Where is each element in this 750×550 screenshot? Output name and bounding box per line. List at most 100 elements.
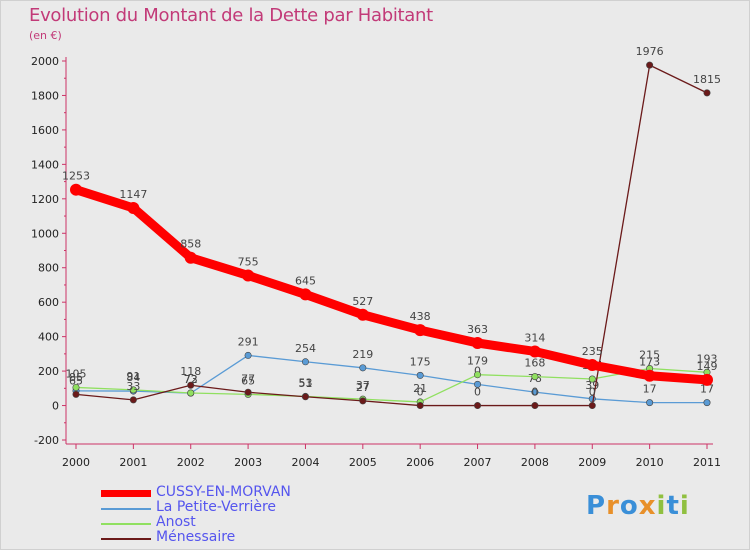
legend-label: Anost	[156, 514, 196, 530]
logo-letter: t	[666, 491, 680, 521]
data-point-2	[588, 375, 596, 383]
x-tick-label: 2005	[349, 456, 377, 469]
data-point-3	[129, 396, 137, 404]
data-point-0	[414, 324, 427, 337]
data-label-3: 0	[474, 386, 481, 399]
x-tick-label: 2011	[693, 456, 721, 469]
x-tick-label: 2010	[636, 456, 664, 469]
y-tick-label: 1000	[31, 227, 59, 240]
data-point-2	[474, 371, 482, 379]
y-tick-label: 1800	[31, 89, 59, 102]
data-label-0: 363	[467, 323, 488, 336]
legend-label: La Petite-Verrière	[156, 499, 277, 515]
y-tick-label: 400	[38, 331, 59, 344]
logo-letter: i	[656, 491, 667, 521]
data-label-3: 1976	[636, 45, 664, 58]
data-label-0: 1253	[62, 170, 90, 183]
chart-title: Evolution du Montant de la Dette par Hab…	[29, 5, 433, 26]
data-label-2: 73	[184, 373, 198, 386]
data-label-2: 91	[126, 370, 140, 383]
logo-letter: i	[679, 491, 690, 521]
data-point-1	[301, 358, 309, 366]
data-label-2: 168	[524, 357, 545, 370]
data-label-3: 1815	[693, 73, 721, 86]
data-point-3	[416, 402, 424, 410]
logo-letter: P	[586, 491, 607, 521]
y-tick-label: 0	[52, 400, 59, 413]
x-tick-label: 2000	[62, 456, 90, 469]
data-label-1: 17	[643, 383, 657, 396]
data-label-0: 755	[238, 255, 259, 268]
data-label-1: 291	[238, 335, 259, 348]
data-point-3	[646, 61, 654, 69]
legend-label: Ménessaire	[156, 529, 236, 545]
data-point-1	[359, 364, 367, 372]
data-label-2: 179	[467, 355, 488, 368]
data-label-1: 219	[352, 348, 373, 361]
data-label-3: 65	[69, 374, 83, 387]
y-tick-label: 200	[38, 365, 59, 378]
series-line-2	[75, 367, 708, 403]
data-point-0	[701, 373, 713, 386]
data-label-2: 105	[66, 367, 87, 380]
x-tick-label: 2008	[521, 456, 549, 469]
y-tick-label: 1200	[31, 193, 59, 206]
data-point-3	[72, 390, 80, 398]
data-point-3	[474, 402, 482, 410]
data-label-0: 1147	[119, 188, 147, 201]
data-point-1	[703, 399, 711, 407]
data-point-3	[588, 402, 596, 410]
y-tick-label: 800	[38, 262, 59, 275]
data-point-0	[471, 337, 484, 350]
data-label-2: 37	[356, 379, 370, 392]
legend-swatch	[101, 490, 151, 497]
data-point-2	[72, 383, 80, 391]
data-label-3: 0	[417, 386, 424, 399]
x-tick-label: 2001	[119, 456, 147, 469]
data-point-0	[184, 251, 197, 264]
logo-letter: r	[606, 491, 620, 521]
data-label-3: 51	[298, 377, 312, 390]
y-tick-label: 2000	[31, 55, 59, 68]
data-point-3	[301, 393, 309, 401]
data-point-1	[474, 380, 482, 388]
data-label-1: 72	[184, 373, 198, 386]
data-label-2: 215	[639, 349, 660, 362]
series-line-3	[75, 64, 708, 407]
data-label-3: 0	[531, 386, 538, 399]
data-point-1	[646, 399, 654, 407]
data-point-3	[531, 402, 539, 410]
y-tick-label: 1600	[31, 124, 59, 137]
data-label-0: 149	[697, 360, 718, 373]
data-label-0: 235	[582, 345, 603, 358]
data-label-1: 84	[126, 371, 140, 384]
data-point-2	[187, 389, 195, 397]
x-tick-label: 2002	[177, 456, 205, 469]
x-tick-label: 2004	[291, 456, 319, 469]
data-point-0	[356, 308, 369, 321]
series-line-1	[75, 354, 708, 404]
x-tick-label: 2003	[234, 456, 262, 469]
data-label-0: 527	[352, 295, 373, 308]
x-tick-label: 2006	[406, 456, 434, 469]
data-label-3: 33	[126, 380, 140, 393]
data-point-3	[187, 381, 195, 389]
logo-letter: x	[638, 491, 657, 521]
data-label-0: 858	[180, 238, 201, 251]
data-label-3: 0	[589, 386, 596, 399]
legend-label: CUSSY-EN-MORVAN	[156, 484, 291, 500]
data-point-2	[129, 386, 137, 394]
data-label-0: 173	[639, 356, 660, 369]
data-point-0	[643, 369, 656, 382]
proxiti-logo: Proxiti	[586, 491, 690, 521]
chart-subtitle: (en €)	[29, 29, 62, 42]
legend-swatch	[101, 508, 151, 510]
data-point-1	[244, 351, 252, 359]
data-point-2	[531, 373, 539, 381]
data-point-3	[359, 397, 367, 405]
y-tick-label: -200	[34, 434, 59, 447]
data-point-0	[299, 288, 312, 301]
data-point-0	[70, 183, 82, 196]
